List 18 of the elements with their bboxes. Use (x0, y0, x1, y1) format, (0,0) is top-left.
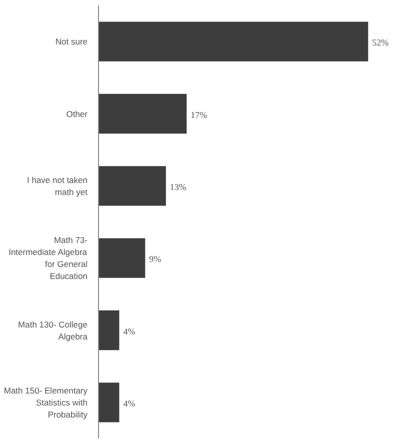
data-label: 4% (123, 326, 136, 336)
data-label: 9% (149, 254, 162, 264)
bar (98, 310, 120, 350)
bar (98, 94, 187, 134)
y-tick-label: Math 150- Elementary Statistics with Probability (4, 385, 88, 420)
data-label: 4% (123, 398, 136, 408)
y-tick-label: Math 73- Intermediate Algebra for General Education (8, 235, 88, 282)
data-label: 17% (190, 110, 208, 120)
bar (98, 382, 120, 422)
y-tick-label: Other (66, 108, 88, 119)
y-tick-label: Math 130- College Algebra (18, 319, 88, 342)
data-label: 52% (372, 38, 390, 48)
bar (98, 238, 146, 278)
bar (98, 166, 166, 206)
data-label: 13% (170, 182, 187, 192)
y-tick-label: I have not taken math yet (27, 174, 88, 197)
y-tick-label: Not sure (55, 36, 88, 47)
bar (98, 22, 368, 62)
